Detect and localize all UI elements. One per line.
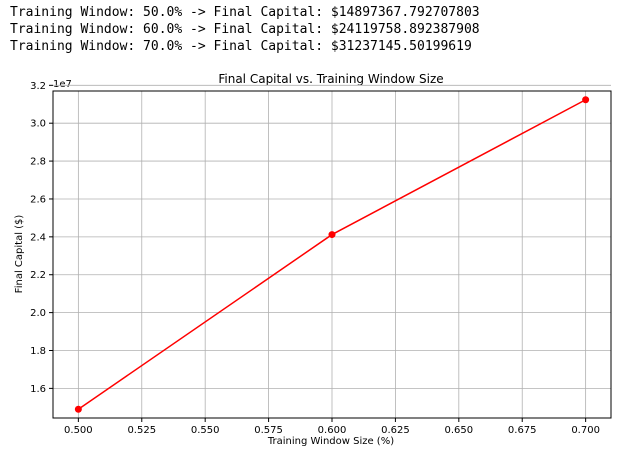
chart-title: Final Capital vs. Training Window Size <box>218 72 443 86</box>
y-tick-label: 1.6 <box>30 384 46 395</box>
y-tick-label: 2.6 <box>30 194 46 205</box>
data-point <box>582 96 590 104</box>
x-tick-label: 0.525 <box>127 425 156 436</box>
x-tick-label: 0.500 <box>64 425 93 436</box>
output-line: Training Window: 60.0% -> Final Capital:… <box>10 22 480 37</box>
x-axis-label: Training Window Size (%) <box>267 436 394 447</box>
x-tick-label: 0.675 <box>508 425 537 436</box>
output-line: Training Window: 50.0% -> Final Capital:… <box>10 5 480 20</box>
x-tick-label: 0.650 <box>444 425 473 436</box>
y-tick-label: 3.2 <box>30 81 46 92</box>
data-point <box>328 231 336 239</box>
x-tick-label: 0.625 <box>381 425 410 436</box>
y-axis-label: Final Capital ($) <box>14 215 25 294</box>
x-tick-label: 0.550 <box>191 425 220 436</box>
x-tick-label: 0.700 <box>571 425 600 436</box>
grid <box>53 84 611 418</box>
y-tick-label: 2.4 <box>30 232 46 243</box>
y-tick-label: 2.2 <box>30 270 46 281</box>
y-axis-offset-label: 1e7 <box>53 79 72 90</box>
series-group <box>74 96 590 413</box>
output-line: Training Window: 70.0% -> Final Capital:… <box>10 39 472 54</box>
y-tick-label: 2.8 <box>30 157 46 168</box>
axis-ticks: 0.500 0.525 0.550 0.575 0.600 0.625 0.650 0.675… <box>30 81 600 436</box>
x-tick-label: 0.600 <box>318 425 347 436</box>
x-tick-label: 0.575 <box>254 425 283 436</box>
y-tick-label: 1.8 <box>30 346 46 357</box>
data-point <box>74 405 82 413</box>
y-tick-label: 3.0 <box>30 119 46 130</box>
stdout-output: Training Window: 50.0% -> Final Capital:… <box>10 4 480 55</box>
y-tick-label: 2.0 <box>30 308 46 319</box>
